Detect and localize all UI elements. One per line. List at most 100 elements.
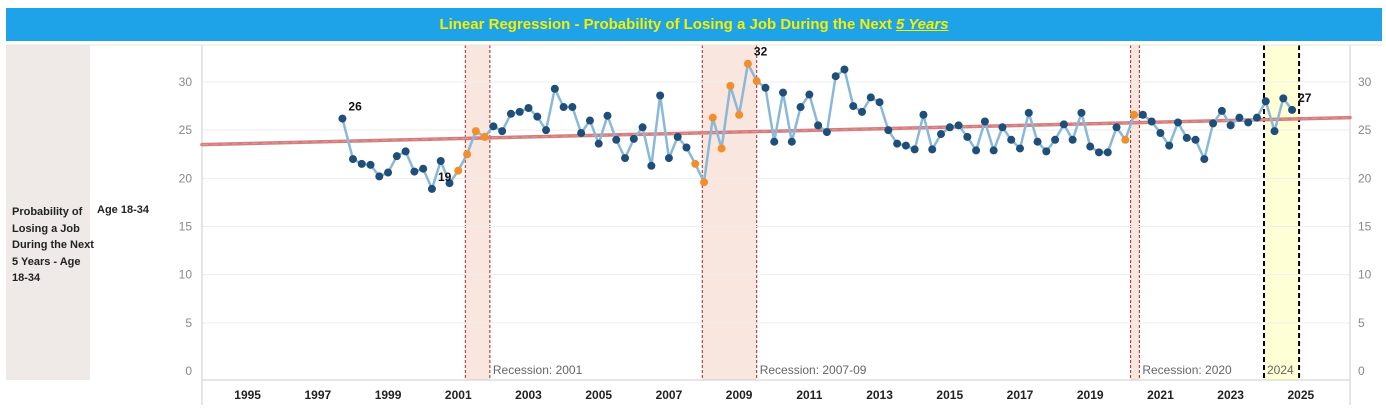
data-point: [436, 156, 445, 165]
x-tick-label: 2015: [936, 388, 963, 402]
x-tick-label: 2025: [1287, 388, 1314, 402]
x-tick-label: 2011: [796, 388, 822, 402]
data-point: [445, 179, 454, 188]
y-tick-label-right: 15: [1358, 220, 1372, 234]
data-point: [1270, 127, 1279, 136]
data-point: [893, 139, 902, 148]
y-tick-label-right: 5: [1358, 316, 1365, 330]
data-point: [884, 126, 893, 135]
data-point-recession: [752, 77, 761, 86]
data-point: [656, 91, 665, 100]
x-tick-label: 2017: [1007, 388, 1034, 402]
data-label: 26: [348, 100, 362, 114]
data-point: [568, 103, 577, 112]
data-point: [629, 134, 638, 143]
data-point: [1244, 118, 1253, 127]
data-point: [1261, 97, 1270, 106]
data-point: [1147, 117, 1156, 126]
data-point: [989, 146, 998, 155]
data-point: [375, 172, 384, 181]
y-tick-label: 15: [179, 220, 193, 234]
row-header-sub-label: Age 18-34: [97, 204, 149, 216]
data-point: [945, 123, 954, 132]
y-tick-label: 0: [185, 364, 192, 378]
data-point: [910, 145, 919, 154]
data-point: [603, 111, 612, 120]
data-point: [814, 121, 823, 130]
data-point: [1252, 113, 1261, 122]
data-label: 27: [1298, 91, 1312, 105]
x-tick-label: 2009: [726, 388, 753, 402]
data-point-recession: [735, 110, 744, 119]
data-point: [1279, 94, 1288, 103]
data-point: [410, 167, 419, 176]
y-tick-label-right: 30: [1358, 75, 1372, 89]
data-point: [1051, 135, 1060, 144]
y-tick-label: 30: [179, 75, 193, 89]
data-point: [559, 103, 568, 112]
x-tick-label: 2001: [445, 388, 472, 402]
data-point: [1086, 142, 1095, 151]
data-point: [498, 127, 507, 136]
x-tick-label: 2019: [1077, 388, 1104, 402]
data-point: [1068, 135, 1077, 144]
data-point-recession: [708, 113, 717, 122]
data-point: [901, 141, 910, 150]
data-point: [366, 160, 375, 169]
data-point: [401, 147, 410, 156]
y-tick-label-right: 0: [1358, 364, 1365, 378]
data-point: [542, 126, 551, 135]
data-point: [524, 104, 533, 113]
data-point: [972, 146, 981, 155]
data-point: [392, 152, 401, 161]
data-point: [796, 103, 805, 112]
data-point: [963, 132, 972, 141]
data-point: [875, 98, 884, 107]
data-point: [1191, 135, 1200, 144]
data-point: [1235, 113, 1244, 122]
data-point: [1182, 133, 1191, 142]
data-point: [822, 128, 831, 137]
x-tick-label: 2003: [515, 388, 542, 402]
data-point: [1033, 137, 1042, 146]
recession-band: [465, 45, 490, 380]
data-point: [1138, 110, 1147, 119]
data-point-recession: [726, 81, 735, 90]
data-point: [427, 184, 436, 193]
chart-title: Linear Regression - Probability of Losin…: [6, 8, 1382, 41]
data-point: [1209, 119, 1218, 128]
data-point: [585, 116, 594, 125]
data-point: [419, 164, 428, 173]
data-point-recession: [480, 132, 489, 141]
data-point: [1024, 108, 1033, 117]
data-point: [577, 129, 586, 138]
data-point: [1156, 129, 1165, 138]
data-point-recession: [700, 178, 709, 187]
data-point: [550, 84, 559, 93]
data-point: [357, 159, 366, 168]
y-tick-label-right: 20: [1358, 171, 1372, 185]
y-tick-label-right: 10: [1358, 268, 1372, 282]
data-point: [1173, 118, 1182, 127]
data-point: [1077, 108, 1086, 117]
x-tick-label: 2023: [1217, 388, 1244, 402]
recession-label: Recession: 2007-09: [760, 363, 867, 377]
data-point-recession: [1121, 135, 1130, 144]
data-label: 19: [438, 170, 452, 184]
data-point: [594, 139, 603, 148]
row-header-label: Probability of Losing a Job During the N…: [12, 206, 94, 284]
y-tick-label: 25: [179, 123, 193, 137]
data-point: [858, 107, 867, 116]
data-point: [1015, 144, 1024, 153]
data-point: [673, 132, 682, 141]
data-point: [787, 137, 796, 146]
data-point-recession: [463, 150, 472, 159]
y-tick-label: 5: [185, 316, 192, 330]
data-point: [338, 114, 347, 123]
data-point: [348, 155, 357, 164]
data-point-recession: [691, 159, 700, 168]
data-point: [489, 122, 498, 131]
data-point: [612, 135, 621, 144]
data-point: [928, 145, 937, 154]
data-point: [664, 154, 673, 163]
